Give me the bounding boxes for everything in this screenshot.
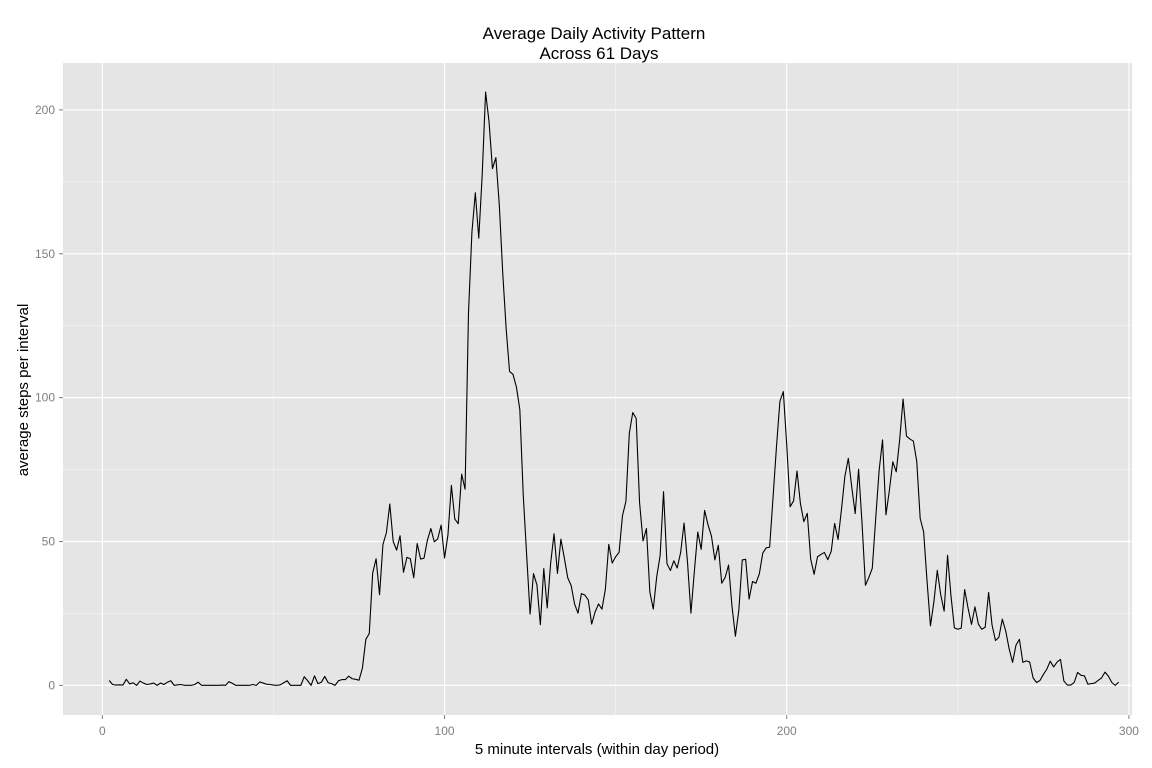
- series-line: [108, 91, 1120, 686]
- plot-panel: [63, 63, 1132, 715]
- x-tick-label: 200: [777, 724, 797, 738]
- chart-subtitle: Across 61 Days: [539, 44, 658, 63]
- y-axis-title: average steps per interval: [15, 304, 32, 477]
- x-axis-ticks: 0 100 200 300: [99, 715, 1139, 738]
- y-tick-label: 0: [48, 678, 55, 692]
- y-tick-label: 50: [42, 534, 56, 548]
- data-series: [108, 91, 1120, 686]
- minor-gridlines: [63, 63, 1132, 715]
- chart-title: Average Daily Activity Pattern: [483, 24, 706, 43]
- y-tick-label: 150: [35, 247, 55, 261]
- y-axis-ticks: 0 50 100 150 200: [35, 103, 63, 692]
- y-tick-label: 200: [35, 103, 55, 117]
- y-tick-label: 100: [35, 391, 55, 405]
- x-tick-label: 0: [99, 724, 106, 738]
- x-axis-title: 5 minute intervals (within day period): [475, 741, 719, 758]
- x-tick-label: 100: [435, 724, 455, 738]
- x-tick-label: 300: [1119, 724, 1139, 738]
